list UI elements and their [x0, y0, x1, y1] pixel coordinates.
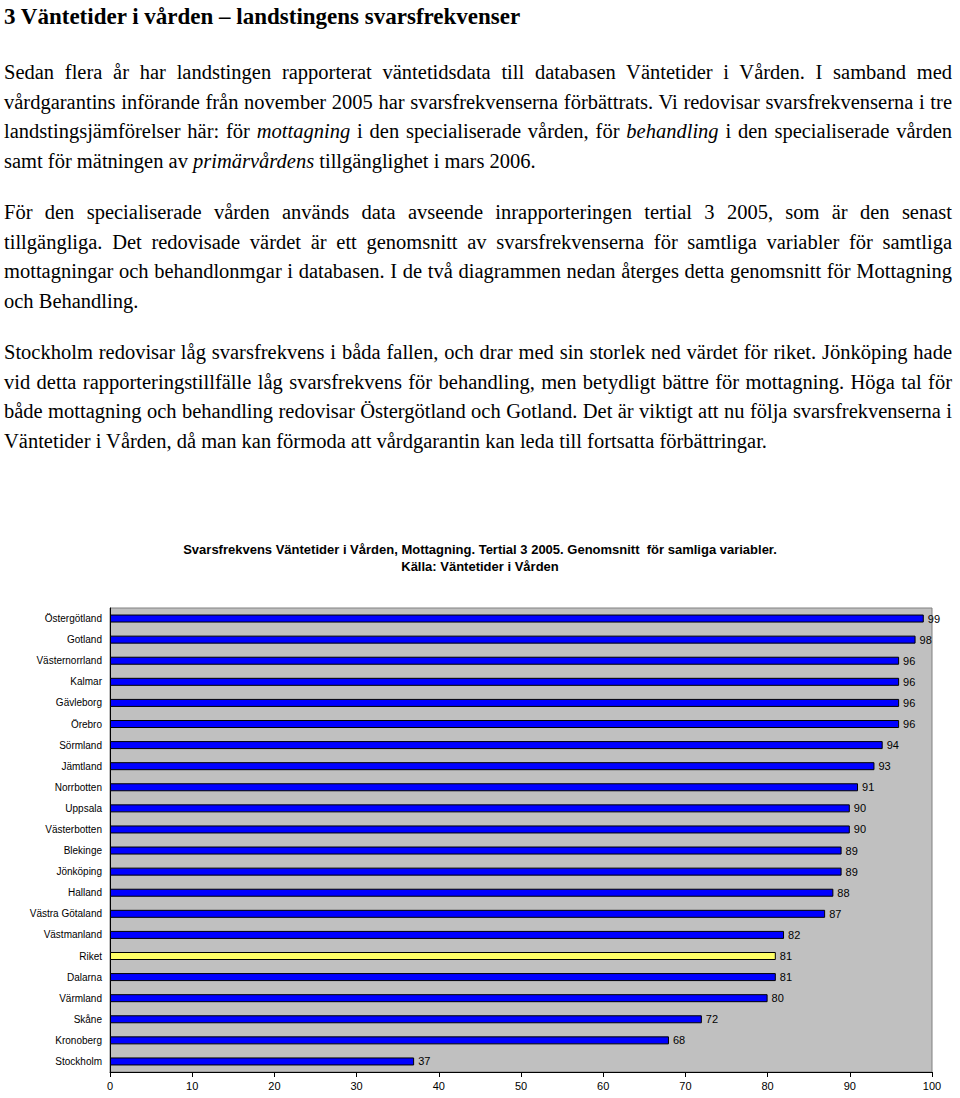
svg-text:68: 68 — [673, 1034, 685, 1046]
svg-text:30: 30 — [350, 1080, 362, 1092]
svg-text:96: 96 — [903, 676, 915, 688]
svg-text:Uppsala: Uppsala — [65, 803, 102, 814]
svg-text:Stockholm: Stockholm — [55, 1056, 102, 1067]
svg-text:Norrbotten: Norrbotten — [55, 782, 102, 793]
svg-text:96: 96 — [903, 718, 915, 730]
svg-text:81: 81 — [780, 971, 792, 983]
svg-text:Västernorrland: Västernorrland — [36, 655, 102, 666]
svg-text:96: 96 — [903, 655, 915, 667]
html-text:Stockholm redovisar låg svarsf: Stockholm redovisar låg svarsfrekvens i … — [4, 341, 952, 452]
svg-text:40: 40 — [433, 1080, 445, 1092]
svg-text:Skåne: Skåne — [74, 1014, 103, 1025]
svg-text:99: 99 — [928, 613, 940, 625]
svg-text:90: 90 — [854, 823, 866, 835]
svg-text:Blekinge: Blekinge — [64, 845, 103, 856]
svg-text:100: 100 — [923, 1080, 941, 1092]
svg-text:Kronoberg: Kronoberg — [55, 1035, 102, 1046]
svg-text:96: 96 — [903, 697, 915, 709]
svg-text:10: 10 — [186, 1080, 198, 1092]
svg-text:Gotland: Gotland — [67, 634, 102, 645]
svg-text:Jönköping: Jönköping — [56, 866, 102, 877]
svg-text:81: 81 — [780, 950, 792, 962]
svg-text:0: 0 — [107, 1080, 113, 1092]
svg-text:89: 89 — [846, 866, 858, 878]
svg-text:Riket: Riket — [79, 951, 102, 962]
svg-text:Västmanland: Västmanland — [44, 929, 102, 940]
svg-text:60: 60 — [597, 1080, 609, 1092]
svg-text:90: 90 — [844, 1080, 856, 1092]
svg-text:Västra Götaland: Västra Götaland — [30, 908, 102, 919]
html-text:Sedan flera år har landstingen: Sedan flera år har landstingen rapporter… — [4, 61, 952, 172]
svg-text:50: 50 — [515, 1080, 527, 1092]
svg-text:37: 37 — [418, 1055, 430, 1067]
svg-text:88: 88 — [837, 887, 849, 899]
svg-text:Värmland: Värmland — [59, 993, 102, 1004]
svg-text:89: 89 — [846, 845, 858, 857]
svg-text:90: 90 — [854, 802, 866, 814]
svg-text:Östergötland: Östergötland — [45, 613, 102, 624]
svg-text:Svarsfrekvens Väntetider i Vår: Svarsfrekvens Väntetider i Vården, Motta… — [183, 542, 777, 557]
svg-text:Jämtland: Jämtland — [61, 761, 102, 772]
svg-text:Västerbotten: Västerbotten — [45, 824, 102, 835]
svg-text:Källa: Väntetider i Vården: Källa: Väntetider i Vården — [401, 559, 559, 574]
svg-text:Örebro: Örebro — [71, 719, 103, 730]
svg-text:Gävleborg: Gävleborg — [56, 697, 102, 708]
svg-text:72: 72 — [706, 1013, 718, 1025]
svg-text:93: 93 — [878, 760, 890, 772]
svg-text:87: 87 — [829, 908, 841, 920]
svg-text:Sörmland: Sörmland — [59, 740, 102, 751]
svg-text:70: 70 — [679, 1080, 691, 1092]
svg-text:82: 82 — [788, 929, 800, 941]
svg-text:Dalarna: Dalarna — [67, 972, 102, 983]
html-text:För den specialiserade vården: För den specialiserade vården används da… — [4, 201, 952, 312]
svg-text:80: 80 — [772, 992, 784, 1004]
html-text:3 Väntetider i vården – landst: 3 Väntetider i vården – landstingens sva… — [4, 4, 521, 29]
svg-text:91: 91 — [862, 781, 874, 793]
svg-text:20: 20 — [268, 1080, 280, 1092]
svg-text:80: 80 — [761, 1080, 773, 1092]
svg-text:94: 94 — [887, 739, 899, 751]
svg-text:98: 98 — [920, 634, 932, 646]
svg-text:Halland: Halland — [68, 887, 102, 898]
svg-text:Kalmar: Kalmar — [70, 676, 102, 687]
